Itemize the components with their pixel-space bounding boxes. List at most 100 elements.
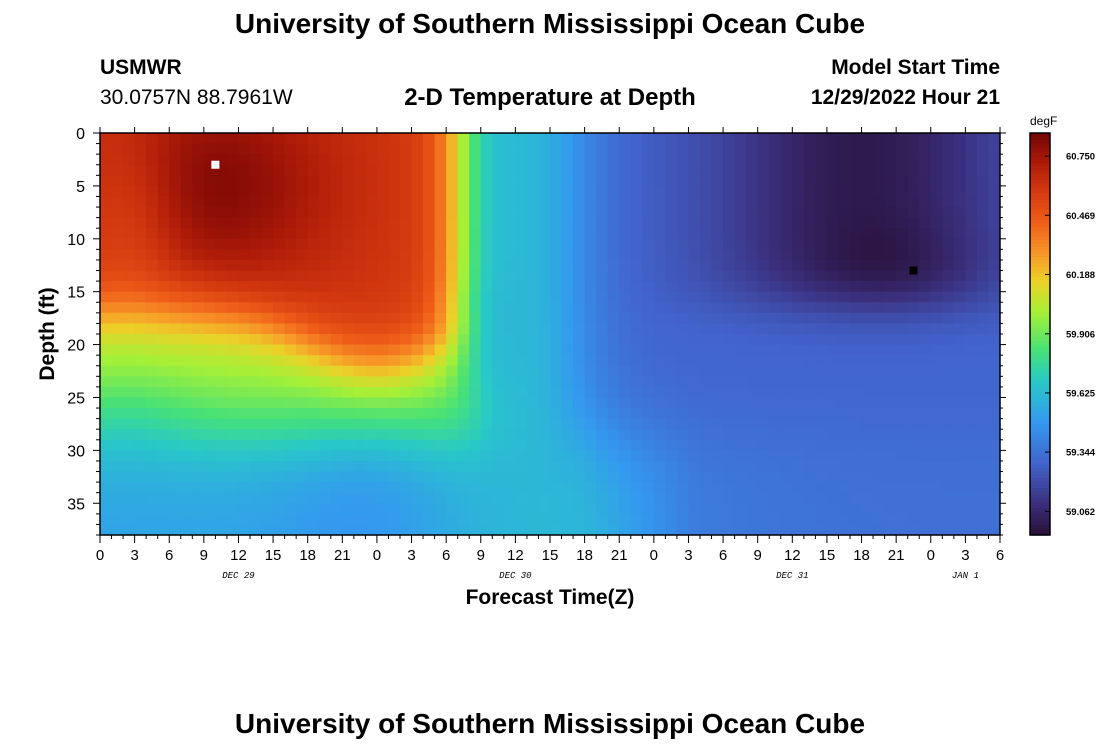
colorbar-cell (1030, 464, 1050, 469)
heat-cell (953, 376, 966, 388)
heat-cell (884, 143, 897, 155)
heat-cell (469, 249, 482, 261)
heat-cell (538, 228, 551, 240)
heat-cell (561, 185, 574, 198)
heat-cell (953, 207, 966, 219)
heat-cell (596, 164, 609, 176)
heat-cell (446, 386, 459, 399)
colorbar-tick-label: 60.188 (1066, 270, 1095, 281)
heat-cell (619, 312, 632, 325)
heat-cell (146, 164, 159, 176)
heat-cell (111, 143, 124, 155)
heat-cell (492, 143, 505, 155)
heat-cell (723, 302, 736, 314)
colorbar-cell (1030, 270, 1050, 275)
heat-cell (815, 259, 828, 272)
heat-cell (503, 450, 516, 462)
heat-cell (676, 439, 690, 451)
heat-cell (792, 408, 805, 420)
heat-cell (434, 207, 447, 219)
colorbar-cell (1030, 488, 1050, 493)
heat-cell (434, 376, 447, 388)
heat-cell (365, 439, 378, 451)
heat-cell (838, 185, 851, 198)
heat-cell (307, 397, 320, 409)
heat-cell (180, 196, 193, 208)
heat-cell (769, 228, 782, 240)
heat-cell (100, 513, 113, 526)
heat-cell (526, 482, 540, 494)
heat-cell (896, 228, 909, 240)
heat-cell (619, 228, 632, 240)
heat-cell (850, 344, 863, 356)
heat-cell (365, 185, 378, 198)
heat-cell (884, 344, 897, 356)
heat-cell (492, 355, 505, 367)
heat-cell (261, 154, 274, 166)
heat-cell (815, 143, 828, 155)
heat-cell (642, 281, 655, 293)
heat-cell (515, 175, 528, 187)
heat-cell (388, 365, 401, 377)
heat-cell (215, 482, 228, 494)
heat-cell (423, 334, 436, 346)
heat-cell (492, 471, 505, 483)
heat-cell (815, 334, 828, 346)
heat-cell (215, 429, 228, 441)
heat-cell (919, 154, 932, 166)
heat-cell (803, 185, 816, 198)
heat-cell (584, 185, 597, 198)
heat-cell (596, 503, 609, 515)
heat-cell (607, 196, 620, 208)
heat-cell (319, 291, 332, 303)
heat-cell (434, 460, 447, 473)
heat-cell (353, 238, 366, 250)
heat-cell (700, 238, 713, 250)
heat-cell (157, 460, 170, 473)
heat-cell (642, 291, 655, 303)
heat-cell (457, 460, 470, 473)
heat-cell (619, 302, 632, 314)
heat-cell (988, 196, 1000, 208)
heat-cell (388, 418, 401, 430)
heat-cell (538, 217, 551, 229)
heat-cell (873, 460, 886, 473)
heat-cell (711, 196, 724, 208)
heat-cell (653, 259, 666, 272)
heat-cell (930, 217, 943, 229)
heat-cell (423, 376, 436, 388)
heat-cell (480, 482, 493, 494)
heat-cell (930, 334, 943, 346)
heat-cell (342, 344, 355, 356)
heat-cell (550, 291, 563, 303)
heat-cell (896, 270, 909, 282)
heat-cell (619, 386, 632, 399)
heat-cell (942, 238, 955, 250)
heat-cell (757, 196, 770, 208)
heat-cell (319, 154, 332, 166)
heat-cell (873, 355, 886, 367)
heat-cell (169, 323, 182, 335)
heat-cell (446, 482, 459, 494)
heat-cell (423, 503, 436, 515)
heat-cell (630, 492, 643, 504)
heat-cell (584, 217, 597, 229)
heat-cell (376, 185, 390, 198)
heat-cell (446, 302, 459, 314)
heat-cell (146, 513, 159, 526)
heat-cell (596, 270, 609, 282)
heat-cell (907, 281, 920, 293)
heat-cell (100, 164, 113, 176)
heat-cell (930, 323, 943, 335)
heat-cell (238, 143, 251, 155)
heat-cell (446, 439, 459, 451)
heat-cell (803, 376, 816, 388)
heat-cell (376, 291, 390, 303)
heat-cell (803, 291, 816, 303)
heat-cell (550, 439, 563, 451)
heat-cell (273, 175, 286, 187)
heat-cell (550, 259, 563, 272)
heat-cell (584, 238, 597, 250)
heat-cell (780, 439, 793, 451)
heat-cell (976, 482, 990, 494)
